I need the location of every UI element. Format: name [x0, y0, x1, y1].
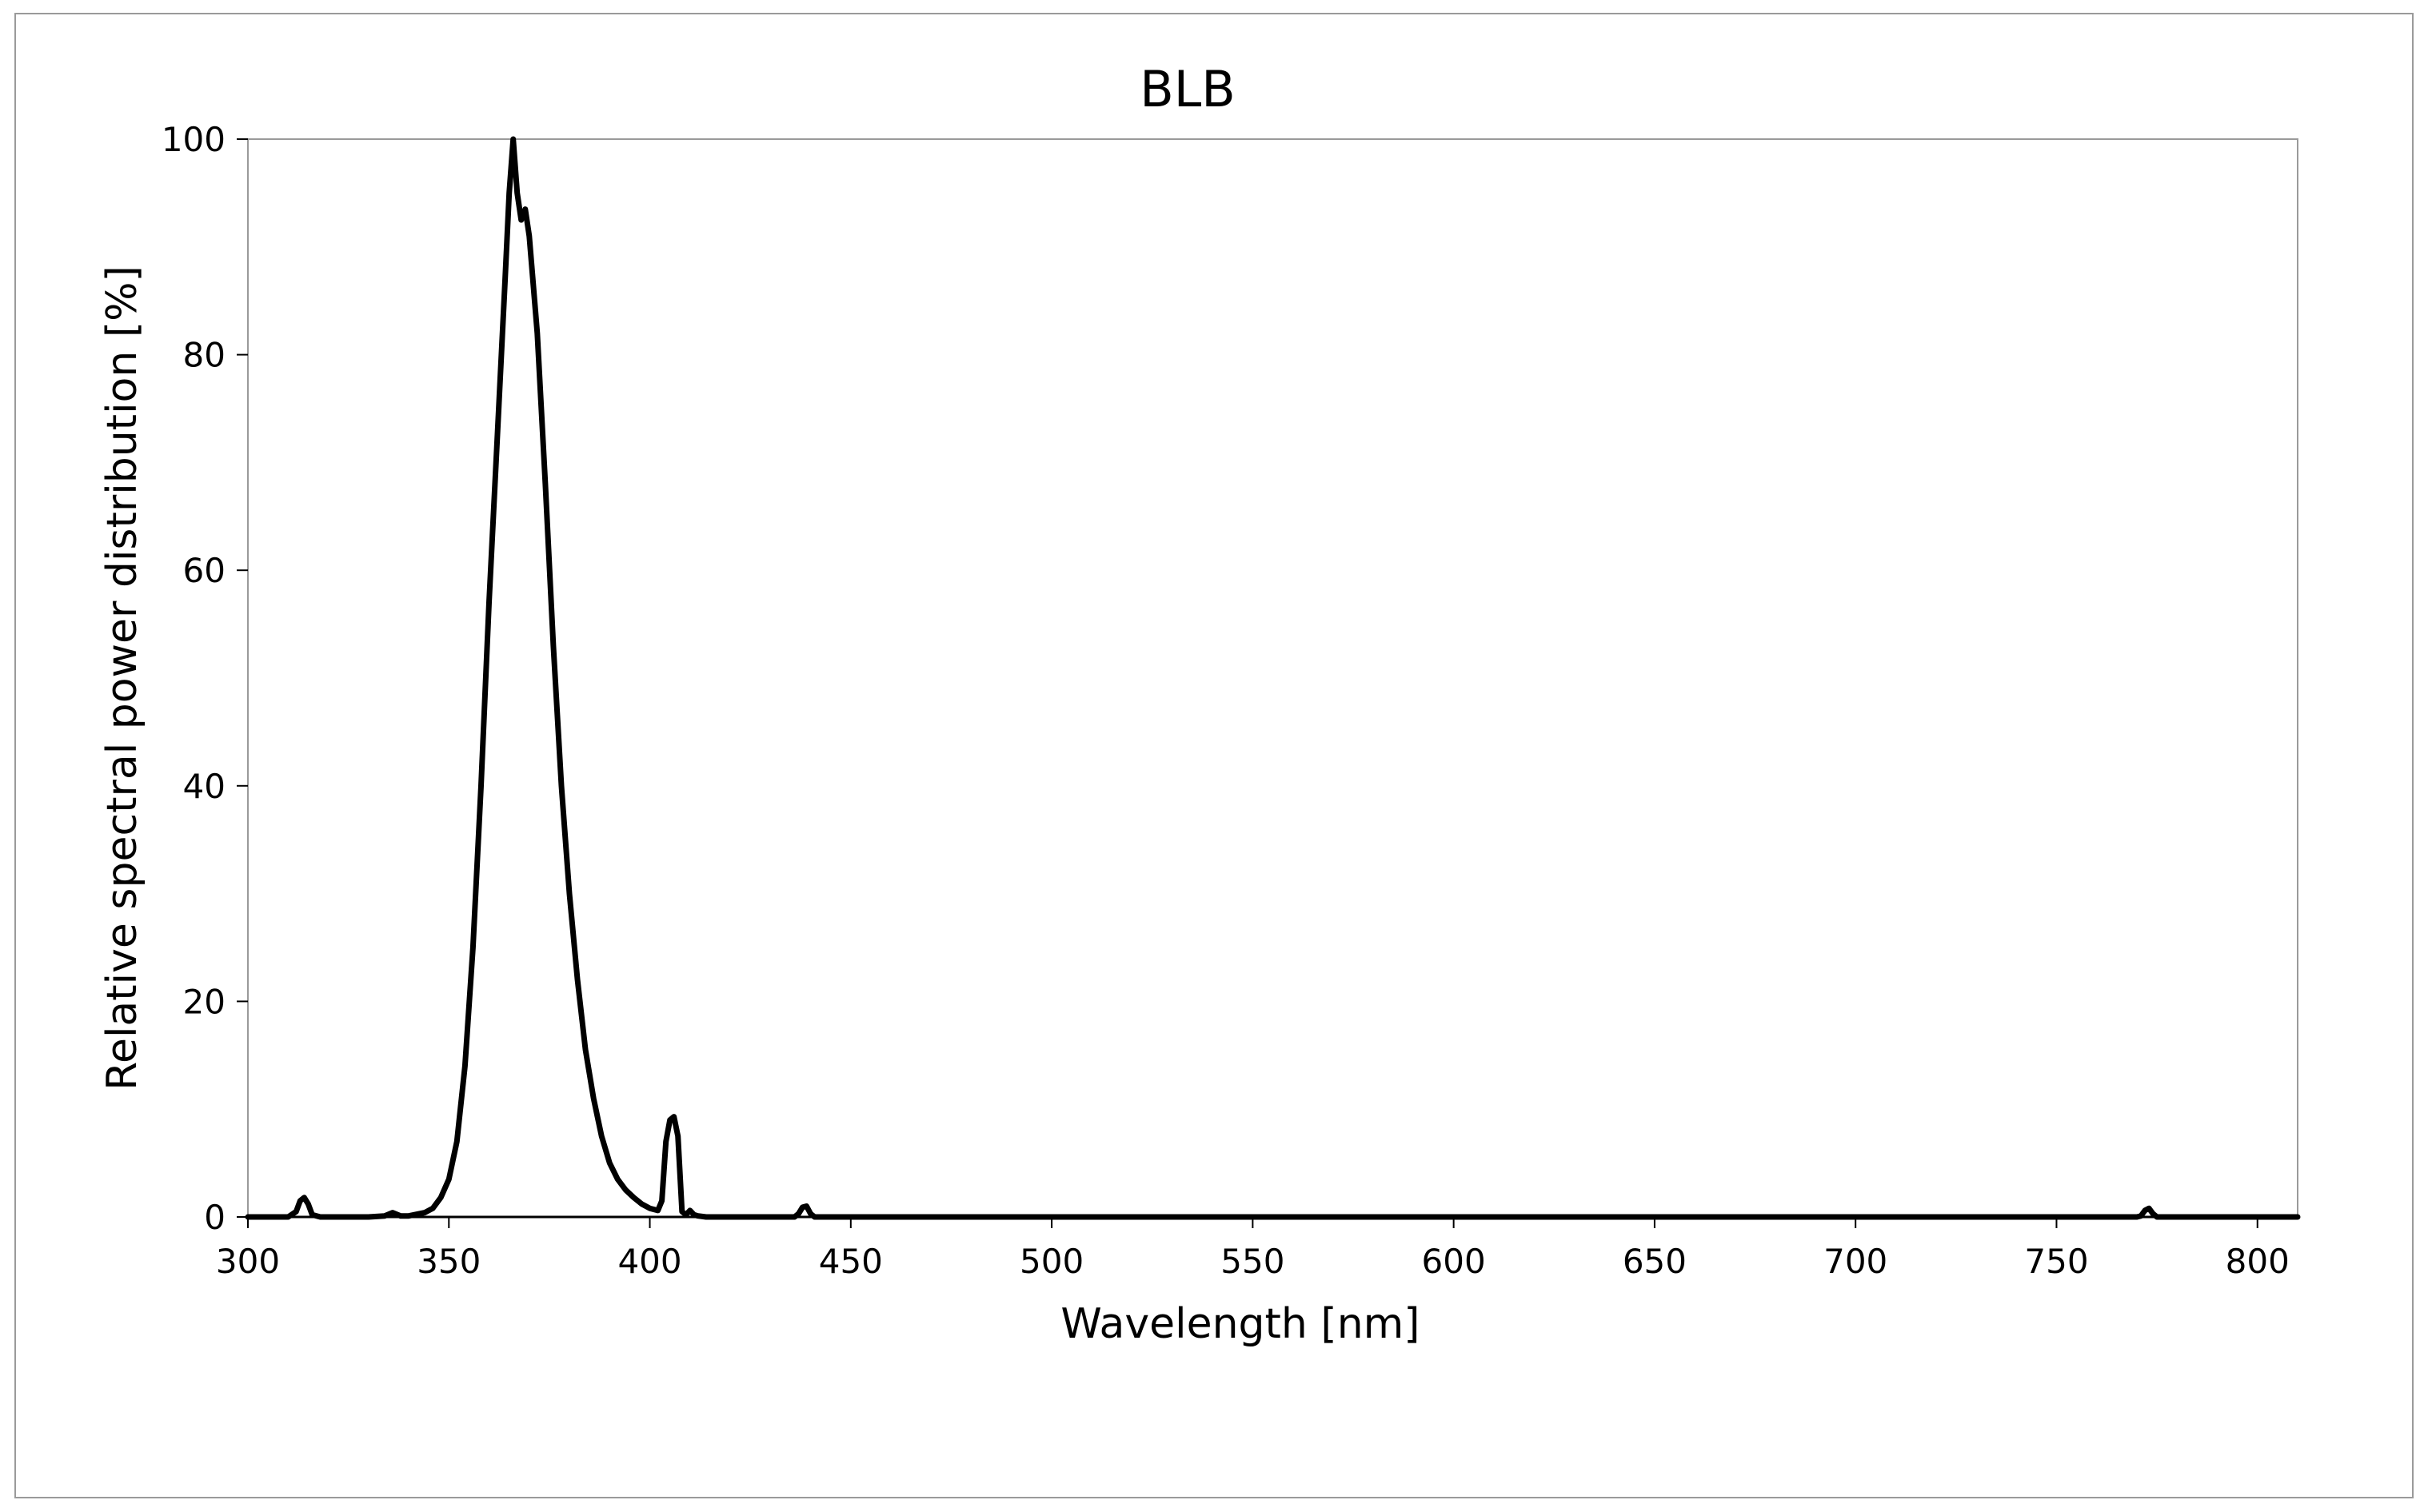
y-tick-label: 40	[183, 767, 226, 806]
chart-svg: BLB 0 20 40 60 80 100 300 350 400 450 500 550 600 65…	[98, 60, 2301, 1348]
chart-frame: BLB 0 20 40 60 80 100 300 350 400 450 500 550 600 65…	[14, 13, 2414, 1498]
y-axis-ticks: 0 20 40 60 80 100	[162, 120, 248, 1237]
y-tick-label: 100	[162, 120, 226, 159]
x-tick-label: 450	[819, 1242, 883, 1281]
y-tick-label: 60	[183, 551, 226, 590]
y-tick-label: 80	[183, 336, 226, 375]
x-axis-title: Wavelength [nm]	[1060, 1300, 1420, 1348]
x-tick-label: 500	[1020, 1242, 1084, 1281]
series-line	[245, 136, 2301, 1220]
x-tick-label: 650	[1623, 1242, 1687, 1281]
x-tick-label: 400	[617, 1242, 681, 1281]
x-axis-ticks: 300 350 400 450 500 550 600 650 700 750 800	[216, 1217, 2290, 1281]
y-axis-title: Relative spectral power distribution [%]	[98, 265, 146, 1091]
y-tick-label: 0	[204, 1198, 226, 1237]
x-tick-label: 350	[417, 1242, 481, 1281]
chart-title: BLB	[1140, 60, 1236, 118]
x-tick-label: 700	[1823, 1242, 1887, 1281]
x-tick-label: 800	[2226, 1242, 2290, 1281]
x-tick-label: 550	[1220, 1242, 1284, 1281]
x-tick-label: 750	[2024, 1242, 2088, 1281]
x-tick-label: 300	[216, 1242, 280, 1281]
x-tick-label: 600	[1422, 1242, 1486, 1281]
y-tick-label: 20	[183, 982, 226, 1021]
